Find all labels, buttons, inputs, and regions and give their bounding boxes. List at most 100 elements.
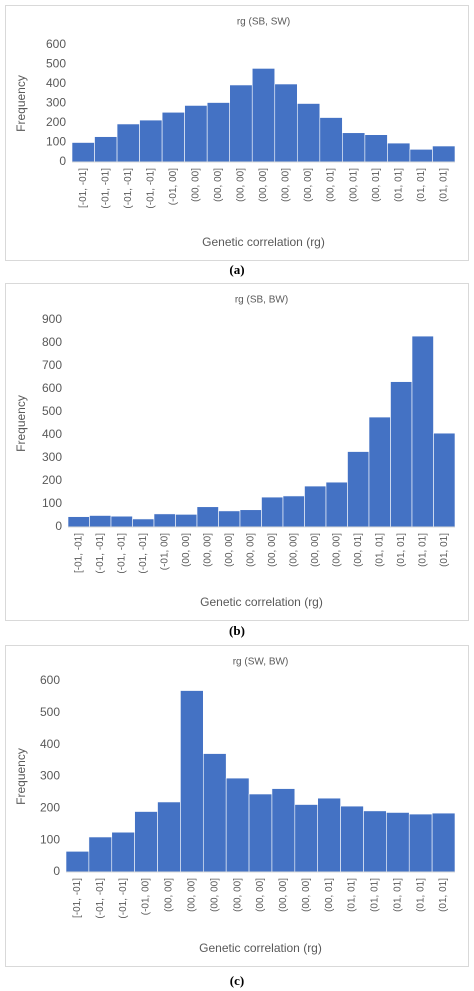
y-tick-label: 600 <box>42 381 62 395</box>
bar <box>89 515 112 528</box>
x-tick-label: (01, 01] <box>393 168 404 202</box>
x-tick-label: (00, 01] <box>326 168 337 202</box>
x-tick-label: (-01, -01] <box>95 878 106 919</box>
y-tick-label: 500 <box>46 57 66 71</box>
x-axis-label: Genetic correlation (rg) <box>199 941 322 955</box>
x-tick-label: (00, 00] <box>310 533 321 567</box>
bar <box>325 481 348 528</box>
bar <box>161 111 185 163</box>
bar <box>71 142 95 163</box>
y-tick-label: 700 <box>42 358 62 372</box>
y-axis-label: Frequency <box>14 395 28 452</box>
x-tick-label: [-01, -01] <box>73 533 84 573</box>
bar <box>282 495 305 528</box>
x-tick-label: (00, 00] <box>232 878 243 912</box>
bar <box>342 132 366 163</box>
x-tick-label: [-01, -01] <box>78 168 89 208</box>
caption: (b) <box>229 623 245 638</box>
bar <box>432 145 456 163</box>
x-tick-label: (-01, -01] <box>95 533 106 574</box>
x-tick-label: (01, 01] <box>415 878 426 912</box>
x-tick-label: (00, 00] <box>281 168 292 202</box>
x-tick-label: (00, 01] <box>348 168 359 202</box>
bar <box>304 485 327 528</box>
y-tick-label: 400 <box>46 76 66 90</box>
bar <box>67 516 90 528</box>
y-tick-label: 200 <box>42 473 62 487</box>
bar <box>225 777 250 873</box>
y-tick-label: 600 <box>46 37 66 51</box>
bar <box>110 515 133 528</box>
y-tick-label: 500 <box>42 404 62 418</box>
bar <box>248 793 273 873</box>
bar <box>261 496 284 528</box>
x-tick-label: (00, 00] <box>224 533 235 567</box>
bar <box>65 851 90 873</box>
x-tick-label: (-01, -01] <box>123 168 134 209</box>
x-tick-label: (-01, 00] <box>141 878 152 915</box>
chart-title: rg (SB, BW) <box>235 295 288 306</box>
chart-frame <box>5 645 469 967</box>
bar <box>271 788 296 873</box>
x-tick-label: (00, 00] <box>303 168 314 202</box>
bar <box>368 416 391 528</box>
bar <box>157 801 181 873</box>
x-tick-label: (-01, -01] <box>138 533 149 574</box>
bar <box>251 68 276 163</box>
x-tick-label: (00, 00] <box>191 168 202 202</box>
bar <box>386 812 410 873</box>
y-tick-label: 0 <box>59 154 66 168</box>
x-tick-label: (00, 00] <box>331 533 342 567</box>
x-tick-label: (00, 01] <box>353 533 364 567</box>
bar <box>408 813 433 873</box>
y-tick-label: 900 <box>42 312 62 326</box>
x-tick-label: (01, 01] <box>370 878 381 912</box>
chart-frame <box>5 283 469 621</box>
y-tick-label: 200 <box>40 801 60 815</box>
x-tick-label: [-01, -01] <box>72 878 83 918</box>
bar <box>196 506 219 528</box>
x-tick-label: (01, 01] <box>438 168 449 202</box>
bar <box>134 811 158 873</box>
y-tick-label: 300 <box>40 769 60 783</box>
y-tick-label: 600 <box>40 673 60 687</box>
bar <box>153 513 176 528</box>
x-tick-label: (00, 00] <box>258 168 269 202</box>
bar <box>218 510 241 528</box>
bar <box>116 123 140 163</box>
x-tick-label: (00, 01] <box>324 878 335 912</box>
bar <box>180 690 204 873</box>
x-axis-label: Genetic correlation (rg) <box>202 235 325 249</box>
x-tick-label: (00, 00] <box>267 533 278 567</box>
x-tick-label: (00, 00] <box>164 878 175 912</box>
bar <box>88 836 113 873</box>
bar <box>274 83 298 163</box>
x-tick-label: (01, 01] <box>392 878 403 912</box>
bar <box>202 753 227 873</box>
x-tick-label: (00, 00] <box>255 878 266 912</box>
bar <box>184 105 208 163</box>
y-axis-label: Frequency <box>14 748 28 805</box>
x-tick-label: (00, 00] <box>186 878 197 912</box>
bar <box>364 134 388 163</box>
caption: (a) <box>229 262 244 277</box>
bar <box>409 149 433 163</box>
y-tick-label: 300 <box>46 96 66 110</box>
bar <box>94 136 118 163</box>
x-tick-label: (-01, -01] <box>118 878 129 919</box>
bar <box>387 142 411 163</box>
x-tick-label: (00, 00] <box>245 533 256 567</box>
x-tick-label: (00, 00] <box>213 168 224 202</box>
y-tick-label: 100 <box>40 832 60 846</box>
bar <box>175 514 198 528</box>
x-tick-label: (01, 01] <box>438 878 449 912</box>
y-tick-label: 400 <box>40 737 60 751</box>
x-tick-label: (01, 01] <box>374 533 385 567</box>
y-axis-label: Frequency <box>14 75 28 132</box>
bar <box>431 812 456 873</box>
y-tick-label: 800 <box>42 335 62 349</box>
bar <box>296 103 321 163</box>
bar <box>132 518 155 528</box>
x-tick-label: (00, 00] <box>288 533 299 567</box>
